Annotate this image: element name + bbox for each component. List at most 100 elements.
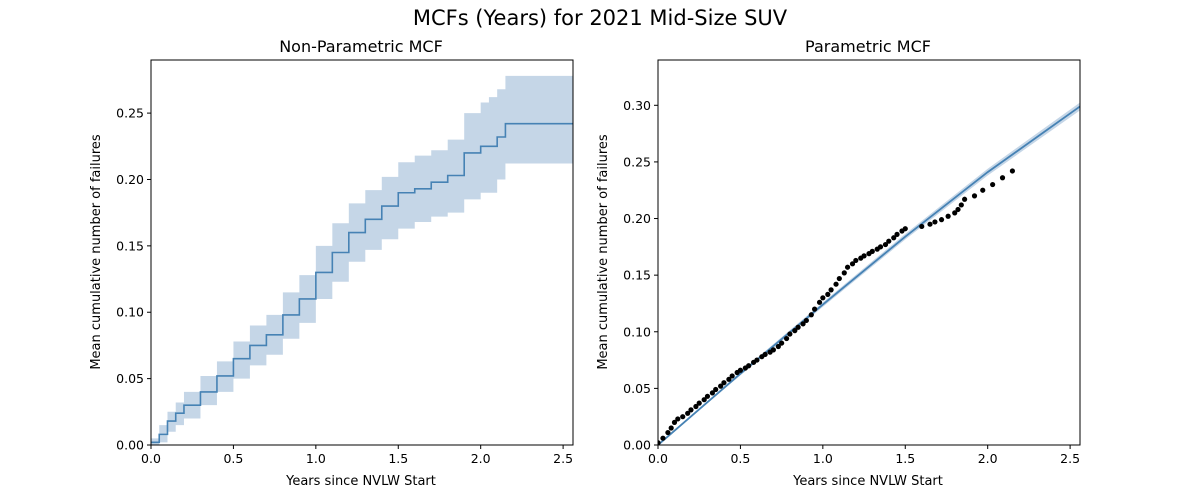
data-point: [938, 217, 945, 223]
x-tick-label: 2.5: [1060, 451, 1080, 466]
data-point: [962, 196, 968, 202]
data-point: [688, 407, 694, 413]
y-tick-label: 0.25: [623, 154, 651, 169]
data-point: [894, 231, 900, 237]
parametric-ylabel: Mean cumulative number of failures: [596, 134, 611, 370]
nonparametric-mcf-panel: Non-Parametric MCF Years since NVLW Star…: [89, 37, 574, 489]
data-point: [680, 414, 686, 420]
y-tick-label: 0.25: [116, 106, 144, 121]
y-tick-label: 0.20: [623, 211, 651, 226]
data-point: [737, 367, 744, 373]
data-point: [844, 264, 851, 270]
data-point: [693, 403, 699, 410]
data-point: [729, 373, 735, 379]
data-point: [958, 202, 964, 208]
data-point: [886, 238, 892, 244]
data-point: [787, 331, 793, 337]
data-point: [696, 400, 702, 406]
data-point: [668, 425, 674, 431]
data-point: [816, 299, 823, 305]
data-point: [775, 343, 781, 350]
x-tick-label: 0.5: [730, 451, 750, 466]
data-point: [955, 206, 961, 213]
y-tick-label: 0.15: [116, 238, 144, 253]
nonparametric-ylabel: Mean cumulative number of failures: [89, 134, 104, 370]
confidence-band: [151, 75, 573, 445]
mcf-step-line: [151, 122, 573, 444]
data-point: [990, 181, 996, 188]
y-tick-label: 0.10: [623, 324, 651, 339]
parametric-xlabel: Years since NVLW Start: [792, 474, 943, 489]
data-point: [945, 213, 951, 219]
data-point: [980, 187, 986, 193]
data-point: [927, 221, 933, 227]
data-point: [877, 244, 884, 250]
x-tick-label: 2.0: [978, 451, 998, 466]
parametric-axes-frame: [657, 59, 1081, 446]
data-point: [849, 261, 856, 267]
data-point: [671, 419, 678, 425]
data-point: [762, 351, 768, 358]
data-point: [770, 347, 776, 353]
nonparametric-title: Non-Parametric MCF: [279, 37, 443, 56]
y-tick-label: 0.30: [623, 98, 651, 113]
data-point: [999, 175, 1006, 181]
data-point: [971, 193, 978, 199]
data-point: [882, 241, 889, 248]
data-point: [726, 376, 732, 382]
data-point: [746, 363, 752, 369]
y-tick-label: 0.20: [116, 172, 144, 187]
data-point: [783, 335, 790, 342]
data-point: [792, 328, 798, 334]
data-point: [718, 383, 724, 389]
data-point: [701, 397, 707, 403]
y-tick-label: 0.05: [116, 371, 144, 386]
data-point: [754, 357, 760, 363]
x-tick-label: 0.0: [141, 451, 161, 466]
x-tick-label: 2.5: [553, 451, 573, 466]
x-tick-label: 1.5: [895, 451, 915, 466]
x-tick-label: 1.5: [388, 451, 408, 466]
nonparametric-xlabel: Years since NVLW Start: [285, 474, 436, 489]
data-point: [795, 324, 801, 330]
y-tick-label: 0.00: [116, 438, 144, 453]
data-point: [891, 235, 897, 241]
figure-title: MCFs (Years) for 2021 Mid-Size SUV: [413, 6, 788, 30]
data-point: [808, 312, 814, 318]
x-tick-label: 0.0: [648, 451, 668, 466]
data-point: [932, 219, 938, 225]
data-point: [713, 386, 719, 393]
data-point: [919, 223, 925, 230]
y-tick-label: 0.00: [623, 438, 651, 453]
data-point: [779, 340, 785, 346]
x-tick-label: 0.5: [223, 451, 243, 466]
data-point: [820, 295, 826, 301]
data-point: [841, 270, 847, 276]
nonparametric-plot-area: [151, 75, 573, 445]
data-point: [861, 253, 867, 259]
data-point: [833, 281, 839, 287]
y-tick-label: 0.10: [116, 305, 144, 320]
data-point: [853, 257, 859, 264]
data-point: [704, 393, 711, 399]
parametric-plot-area: [658, 102, 1080, 445]
x-tick-label: 1.0: [813, 451, 833, 466]
parametric-title: Parametric MCF: [805, 37, 931, 56]
data-point: [952, 210, 958, 216]
data-point: [869, 248, 875, 254]
data-point: [836, 275, 842, 282]
data-point: [675, 416, 681, 422]
data-point: [721, 380, 727, 386]
data-point: [665, 429, 671, 436]
x-tick-label: 2.0: [471, 451, 491, 466]
nonparametric-axes-frame: [150, 59, 574, 446]
fitted-confidence-band: [658, 102, 1080, 445]
data-point: [812, 306, 818, 312]
data-point: [1009, 168, 1016, 174]
fitted-mcf-line: [658, 105, 1080, 445]
y-tick-label: 0.15: [623, 268, 651, 283]
data-point: [709, 390, 715, 396]
data-point: [803, 317, 809, 324]
y-tick-label: 0.05: [623, 381, 651, 396]
